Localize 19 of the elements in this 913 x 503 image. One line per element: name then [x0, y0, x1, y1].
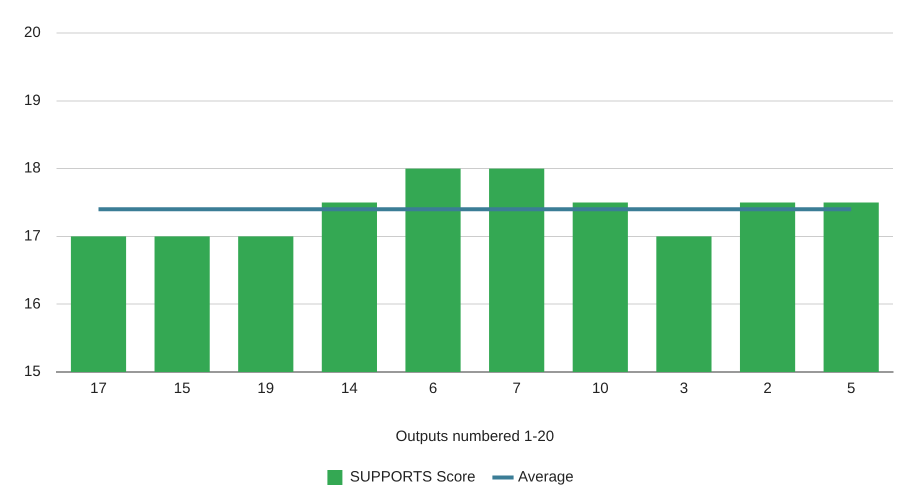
x-tick-label: 6 [428, 380, 438, 398]
y-tick-label: 19 [24, 92, 41, 109]
legend-label: SUPPORTS Score [350, 468, 476, 486]
y-tick-label: 16 [24, 295, 41, 312]
x-tick-label: 3 [680, 380, 688, 398]
x-tick-label: 10 [592, 380, 609, 398]
legend-label: Average [518, 468, 574, 486]
x-axis-title: Outputs numbered 1-20 [396, 428, 554, 446]
x-tick-label: 15 [174, 380, 190, 398]
x-tick-label: 7 [512, 380, 521, 398]
y-tick-label: 15 [24, 363, 41, 380]
x-tick-label: 19 [257, 380, 274, 398]
x-tick-label: 5 [847, 380, 856, 398]
x-tick-label: 14 [341, 380, 358, 398]
y-tick-label: 18 [24, 160, 41, 177]
y-tick-label: 17 [24, 228, 41, 245]
x-tick-label: 17 [90, 380, 107, 398]
y-tick-label: 20 [24, 24, 41, 42]
x-tick-label: 2 [763, 380, 772, 398]
